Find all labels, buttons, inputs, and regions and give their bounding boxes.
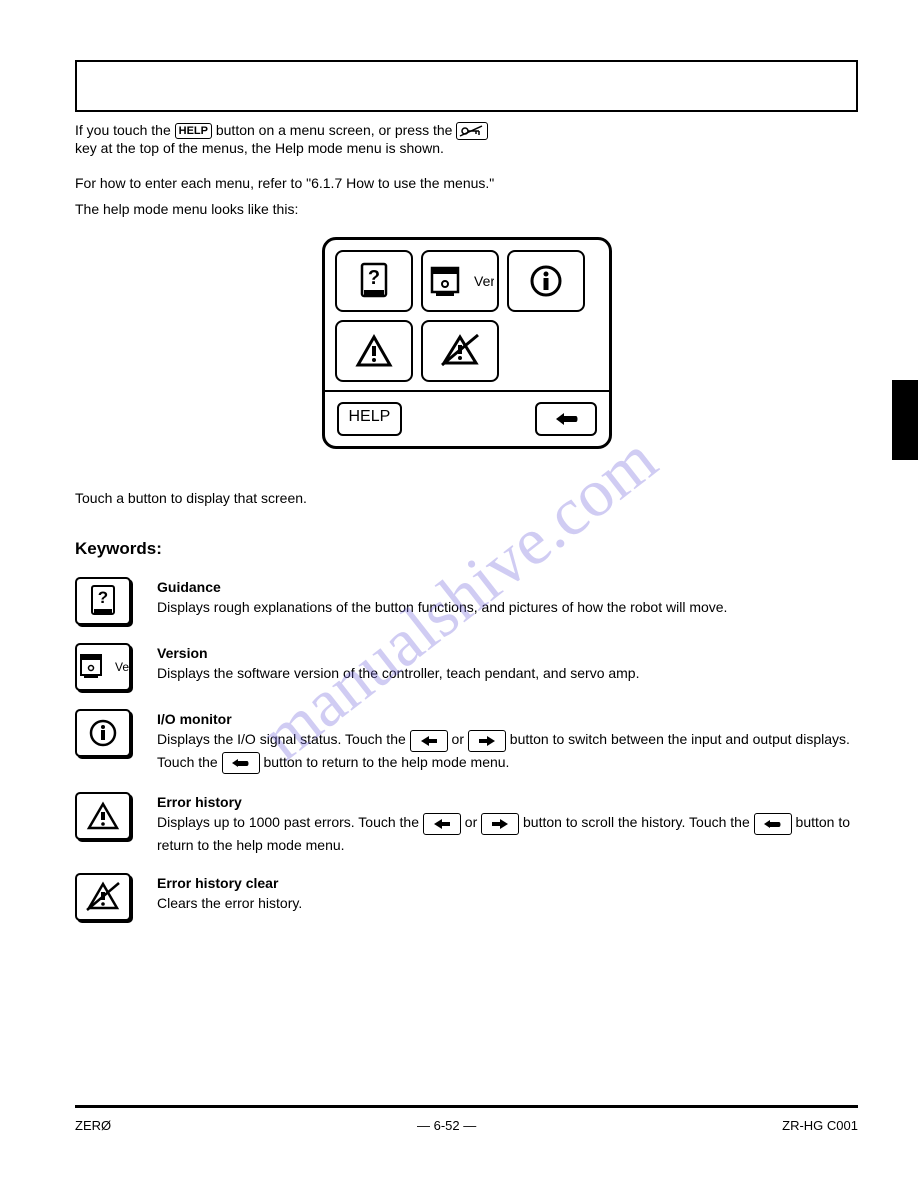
right-arrow-icon [468, 730, 506, 752]
io-text-b: or [452, 731, 468, 747]
error-history-icon [75, 792, 131, 840]
version-label: Version [157, 645, 208, 661]
para-touch: Touch a button to display that screen. [75, 489, 858, 509]
para-ref: For how to enter each menu, refer to "6.… [75, 174, 858, 194]
footer-right-a: ZR-HG [782, 1118, 823, 1133]
screen-io-button[interactable] [507, 250, 585, 312]
screen-back-button[interactable] [535, 402, 597, 436]
footer-left: ZERØ [75, 1118, 111, 1133]
io-label-b: monitor [180, 711, 232, 727]
keywords-heading: Keywords: [75, 539, 858, 559]
error-clear-icon [75, 873, 131, 921]
intro-line: If you touch the HELP button on a menu s… [75, 122, 858, 156]
screen-guidance-button[interactable]: ? [335, 250, 413, 312]
version-icon: Ver. [75, 643, 131, 691]
ec-label-a: Error history [157, 875, 242, 891]
screen-error-history-button[interactable] [335, 320, 413, 382]
ec-text: Clears the error history. [157, 895, 302, 911]
io-text-d: button to return to the help mode menu. [264, 754, 510, 770]
device-screen: ? Ver. HELP [322, 237, 612, 449]
eh-text-a: Displays up to 1000 past errors. Touch t… [157, 814, 423, 830]
version-text: Displays the software version of the con… [157, 665, 640, 681]
para-looks: The help mode menu looks like this: [75, 200, 858, 220]
ec-label-b: clear [246, 875, 279, 891]
back-arrow-icon [222, 752, 260, 774]
io-label-a: I/O [157, 711, 176, 727]
eh-label-b: history [195, 794, 242, 810]
footer-center: ― 6-52 ― [417, 1118, 476, 1133]
svg-text:Ver.: Ver. [115, 660, 129, 674]
screen-help-button[interactable]: HELP [337, 402, 403, 436]
page-footer: ZERØ ― 6-52 ― ZR-HG C001 [75, 1105, 858, 1133]
guidance-label: Guidance [157, 579, 221, 595]
svg-text:?: ? [367, 267, 379, 289]
left-arrow-icon-2 [423, 813, 461, 835]
guidance-icon: ? [75, 577, 131, 625]
footer-right-b: C001 [827, 1118, 858, 1133]
intro-text-a: If you touch the [75, 122, 175, 138]
page-tab [892, 380, 918, 460]
back-arrow-icon-2 [754, 813, 792, 835]
header-box [75, 60, 858, 112]
svg-text:Ver.: Ver. [474, 273, 494, 289]
io-text-a: Displays the I/O signal status. Touch th… [157, 731, 410, 747]
key-icon-inline [456, 122, 488, 140]
io-icon [75, 709, 131, 757]
eh-text-c: button to scroll the history. Touch the [523, 814, 754, 830]
help-icon-inline: HELP [175, 123, 212, 139]
intro-text-c: key at the top of the menus, the Help mo… [75, 140, 444, 156]
screen-version-button[interactable]: Ver. [421, 250, 499, 312]
guidance-text: Displays rough explanations of the butto… [157, 599, 727, 615]
screen-error-clear-button[interactable] [421, 320, 499, 382]
left-arrow-icon [410, 730, 448, 752]
svg-text:?: ? [98, 588, 108, 607]
intro-text-b: button on a menu screen, or press the [216, 122, 456, 138]
right-arrow-icon-2 [481, 813, 519, 835]
eh-text-b: or [465, 814, 481, 830]
eh-label-a: Error [157, 794, 191, 810]
